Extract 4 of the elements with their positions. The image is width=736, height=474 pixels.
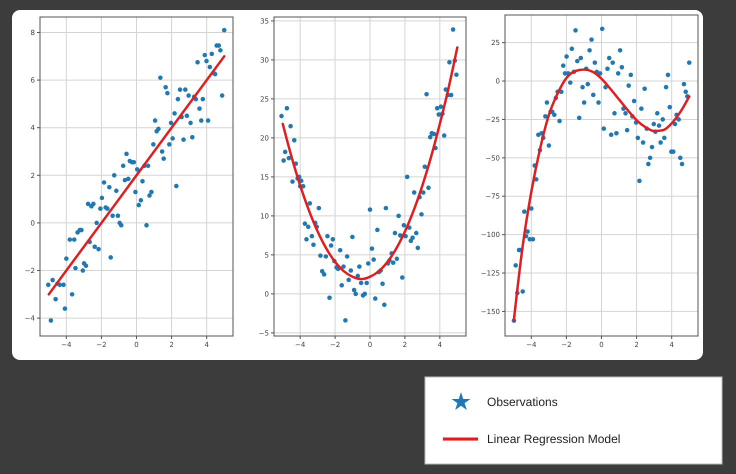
legend-label: Observations: [487, 395, 558, 409]
line-series: [512, 68, 690, 322]
legend-label: Linear Regression Model: [487, 432, 620, 446]
line-series: [282, 46, 458, 280]
